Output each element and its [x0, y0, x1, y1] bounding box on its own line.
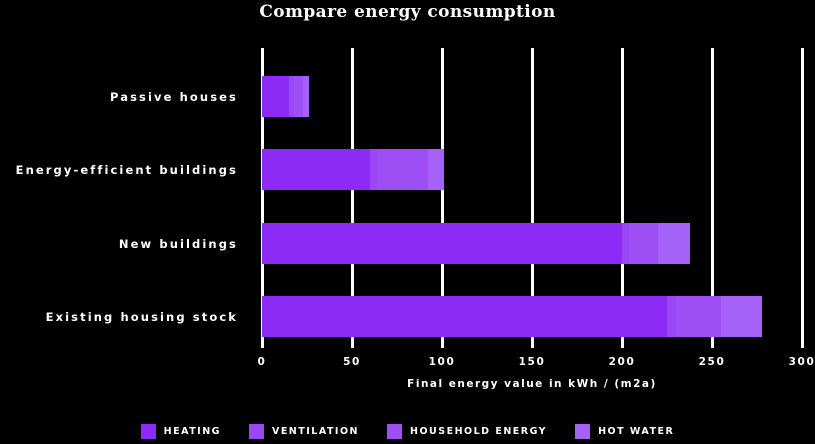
bar-segment[interactable] [667, 296, 676, 337]
bar-segment[interactable] [262, 296, 667, 337]
category-label: Energy-efficient buildings [15, 163, 238, 177]
bar-segment[interactable] [721, 296, 763, 337]
bar-row[interactable] [262, 223, 691, 264]
x-axis-title: Final energy value in kWh / (m2a) [407, 378, 657, 390]
bar-segment[interactable] [262, 223, 622, 264]
bar-row[interactable] [262, 296, 763, 337]
x-tick-label: 300 [788, 356, 815, 368]
legend-label: Hot water [598, 426, 675, 437]
legend-swatch-icon [387, 424, 402, 439]
legend-item[interactable]: Hot water [575, 424, 674, 439]
legend-swatch-icon [575, 424, 591, 439]
bar-segment[interactable] [676, 296, 721, 337]
x-tick-label: 0 [257, 356, 267, 368]
bar-segment[interactable] [294, 76, 304, 117]
gridline-150 [531, 48, 534, 348]
gridline-200 [621, 48, 624, 348]
category-label: Existing housing stock [45, 310, 238, 324]
bar-segment[interactable] [657, 223, 691, 264]
legend-swatch-icon [248, 424, 264, 439]
bar-segment[interactable] [629, 223, 658, 264]
x-tick-label: 200 [608, 356, 636, 368]
x-tick-label: 100 [428, 356, 456, 368]
legend-label: Heating [163, 426, 221, 437]
category-label: New buildings [118, 237, 238, 251]
legend-item[interactable]: Ventilation [248, 424, 359, 439]
x-tick-label: 50 [343, 356, 361, 368]
category-label: Passive houses [110, 90, 238, 104]
bar-segment[interactable] [303, 76, 309, 117]
plot-area [261, 48, 804, 348]
chart-title: Compare energy consumption [259, 2, 556, 22]
x-tick-label: 250 [698, 356, 726, 368]
legend-item[interactable]: Household energy [387, 424, 547, 439]
bar-segment[interactable] [262, 76, 289, 117]
bar-row[interactable] [262, 76, 309, 117]
bar-segment[interactable] [377, 149, 428, 190]
bar-segment[interactable] [370, 149, 378, 190]
gridline-0 [261, 48, 264, 348]
chart-legend: Heating Ventilation Household energy Hot wa… [0, 424, 815, 439]
gridline-100 [441, 48, 444, 348]
bar-segment[interactable] [289, 76, 295, 117]
bar-segment[interactable] [262, 149, 370, 190]
legend-swatch-icon [140, 424, 156, 439]
gridline-300 [801, 48, 804, 348]
bar-row[interactable] [262, 149, 444, 190]
bar-segment[interactable] [622, 223, 630, 264]
legend-label: Household energy [410, 426, 548, 437]
bar-segment[interactable] [427, 149, 444, 190]
x-tick-label: 150 [518, 356, 546, 368]
legend-label: Ventilation [271, 426, 359, 437]
gridline-50 [351, 48, 354, 348]
gridline-250 [711, 48, 714, 348]
legend-item[interactable]: Heating [140, 424, 221, 439]
